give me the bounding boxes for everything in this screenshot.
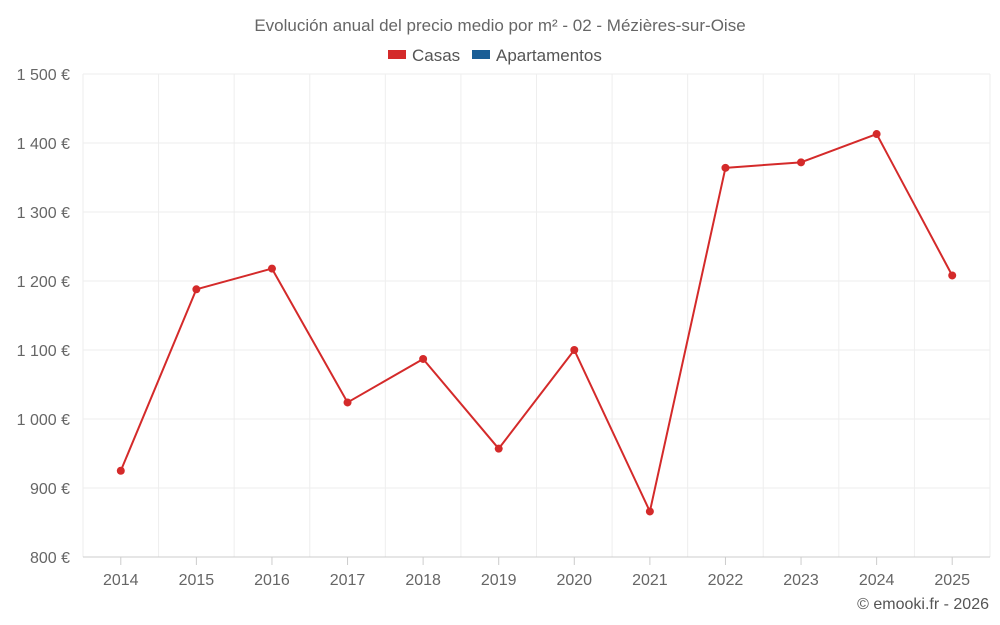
legend-swatch-casas[interactable] xyxy=(388,50,406,59)
y-tick-label: 800 € xyxy=(30,550,70,567)
y-tick-label: 1 100 € xyxy=(17,343,70,360)
x-tick-label: 2022 xyxy=(708,572,744,589)
x-tick-label: 2024 xyxy=(859,572,895,589)
x-tick-label: 2018 xyxy=(405,572,441,589)
data-point-casas-2015[interactable] xyxy=(192,285,201,294)
x-tick-label: 2016 xyxy=(254,572,290,589)
data-series xyxy=(116,130,957,516)
data-point-casas-2017[interactable] xyxy=(343,398,352,407)
data-point-casas-2024[interactable] xyxy=(872,130,881,139)
legend-label-apartamentos[interactable]: Apartamentos xyxy=(496,46,602,65)
x-axis-ticks: 2014 2015 2016 2017 2018 2019 2020 2021 2022 2023… xyxy=(103,557,970,589)
y-tick-label: 1 300 € xyxy=(17,205,70,222)
data-point-casas-2019[interactable] xyxy=(494,444,503,453)
x-tick-label: 2019 xyxy=(481,572,517,589)
x-tick-label: 2021 xyxy=(632,572,668,589)
y-tick-label: 1 000 € xyxy=(17,412,70,429)
legend-swatch-apartamentos[interactable] xyxy=(472,50,490,59)
x-tick-label: 2015 xyxy=(179,572,215,589)
data-point-casas-2022[interactable] xyxy=(721,163,730,172)
data-point-casas-2020[interactable] xyxy=(570,346,579,354)
legend-label-casas[interactable]: Casas xyxy=(412,46,460,65)
y-axis-ticks: 800 € 900 € 1 000 € 1 100 € 1 200 € 1 300 € 1 … xyxy=(17,67,70,567)
x-tick-label: 2023 xyxy=(783,572,819,589)
data-point-casas-2014[interactable] xyxy=(116,466,125,475)
x-tick-label: 2014 xyxy=(103,572,139,589)
y-tick-label: 900 € xyxy=(30,481,70,498)
y-tick-label: 1 400 € xyxy=(17,136,70,153)
x-tick-label: 2025 xyxy=(934,572,970,589)
y-tick-label: 1 500 € xyxy=(17,67,70,84)
chart-title: Evolución anual del precio medio por m² … xyxy=(254,16,745,35)
grid xyxy=(82,73,991,558)
data-point-casas-2018[interactable] xyxy=(419,354,428,363)
series-line-casas xyxy=(119,133,954,513)
x-tick-label: 2020 xyxy=(556,572,592,589)
credit-text: © emooki.fr - 2026 xyxy=(857,596,989,613)
data-point-casas-2016[interactable] xyxy=(267,264,276,273)
legend: Casas Apartamentos xyxy=(388,46,602,65)
x-tick-label: 2017 xyxy=(330,572,366,589)
data-point-casas-2023[interactable] xyxy=(797,158,806,167)
data-point-casas-2021[interactable] xyxy=(645,507,654,516)
data-point-casas-2025[interactable] xyxy=(948,271,957,280)
y-tick-label: 1 200 € xyxy=(17,274,70,291)
